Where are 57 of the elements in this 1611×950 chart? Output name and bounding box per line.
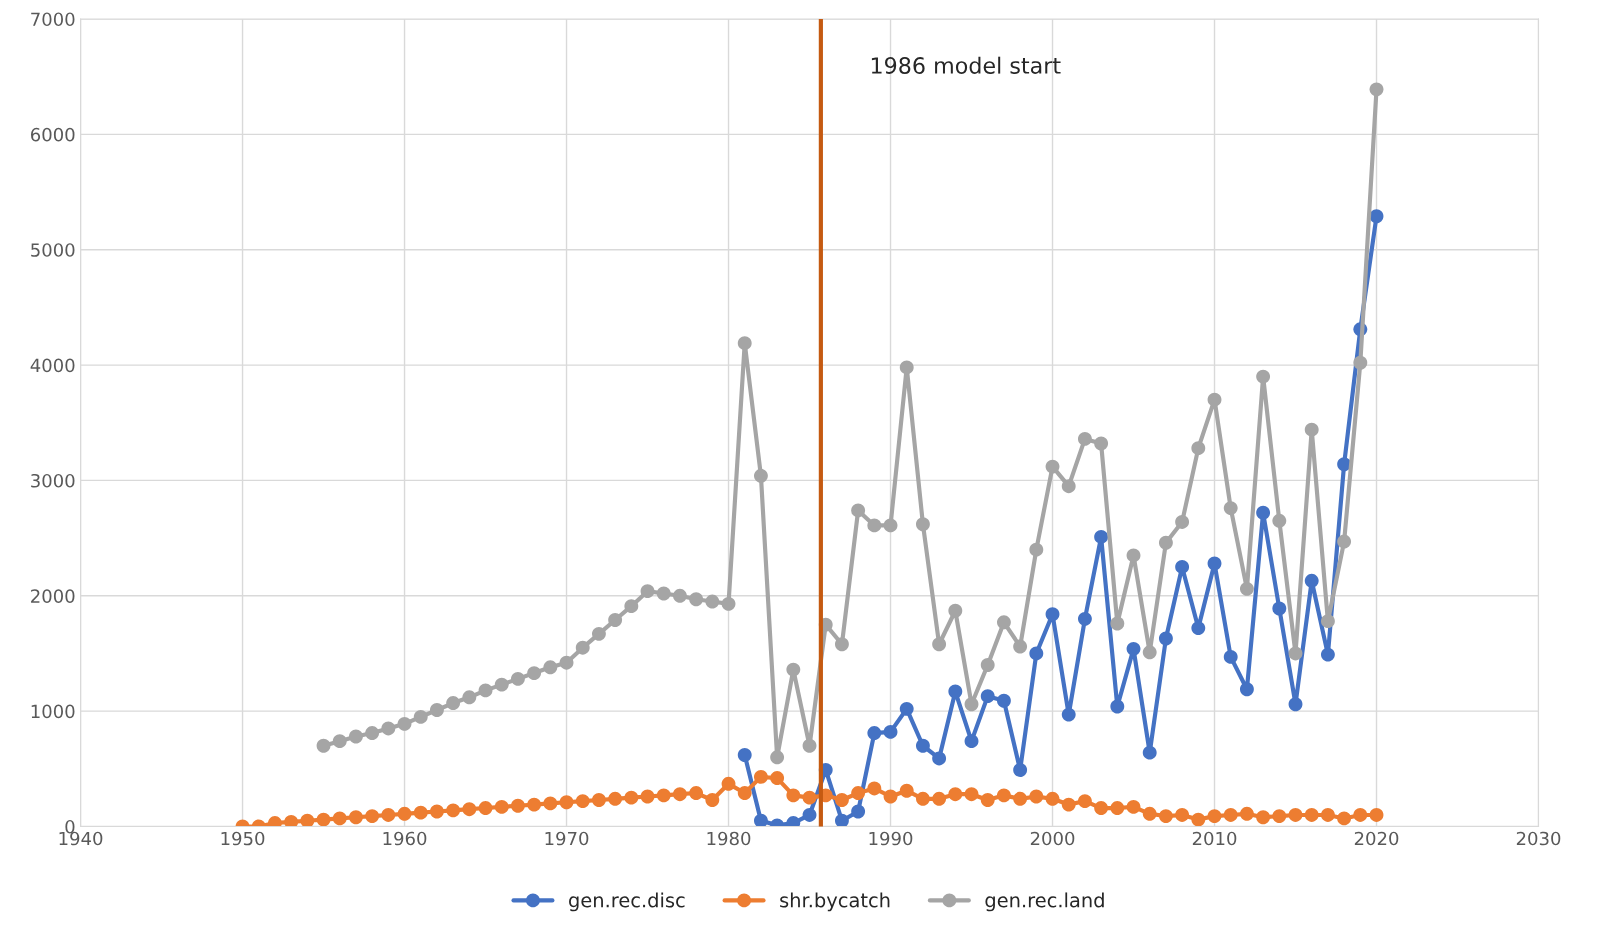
point [1369, 209, 1384, 224]
point [786, 816, 801, 827]
point [1029, 646, 1044, 661]
point [1142, 745, 1157, 760]
point [1126, 641, 1141, 656]
point [915, 738, 930, 753]
point [1158, 631, 1173, 646]
legend-label: gen.rec.disc [569, 892, 685, 912]
y-tick-label: 5000 [31, 243, 75, 257]
point [1256, 505, 1271, 520]
point [1304, 573, 1319, 588]
point [932, 751, 947, 766]
point [737, 748, 752, 762]
point [1223, 649, 1238, 664]
x-tick-label: 1980 [707, 831, 751, 846]
point [1045, 607, 1060, 622]
point [1077, 611, 1092, 626]
point [1337, 457, 1352, 472]
y-tick-label: 2000 [31, 589, 75, 603]
point [851, 804, 866, 819]
point [834, 813, 849, 827]
point [1191, 621, 1206, 636]
point [1013, 763, 1028, 777]
point [1061, 707, 1076, 722]
point [1110, 699, 1125, 714]
legend-label: gen.rec.land [985, 892, 1104, 912]
y-tick-label: 3000 [31, 473, 75, 488]
x-tick-label: 1970 [545, 831, 589, 846]
point [899, 701, 914, 716]
x-tick-label: 2030 [1516, 831, 1561, 846]
point [1175, 560, 1190, 574]
point [996, 693, 1011, 708]
point [964, 734, 979, 749]
point [1239, 682, 1254, 697]
y-tick-label: 7000 [31, 12, 75, 27]
legend-label: shr.bycatch [780, 892, 890, 912]
point [948, 684, 963, 699]
point [1272, 601, 1287, 616]
x-tick-label: 2020 [1354, 831, 1399, 846]
point [980, 689, 995, 704]
x-tick-label: 1990 [869, 831, 913, 846]
x-tick-label: 2010 [1192, 831, 1237, 846]
point [753, 813, 768, 827]
y-tick-label: 6000 [31, 127, 75, 142]
point [1320, 647, 1335, 662]
ref-line-label: 1986 model start [871, 56, 1061, 74]
point [1288, 697, 1303, 712]
y-tick-label: 4000 [30, 358, 75, 373]
x-tick-label: 1950 [221, 831, 265, 846]
point [802, 808, 817, 822]
point [883, 724, 898, 739]
y-tick-label: 1000 [31, 704, 75, 719]
point [1094, 530, 1109, 544]
point [867, 726, 882, 741]
x-tick-label: 2000 [1030, 831, 1075, 846]
x-tick-label: 1960 [383, 831, 427, 846]
point [1207, 556, 1222, 571]
